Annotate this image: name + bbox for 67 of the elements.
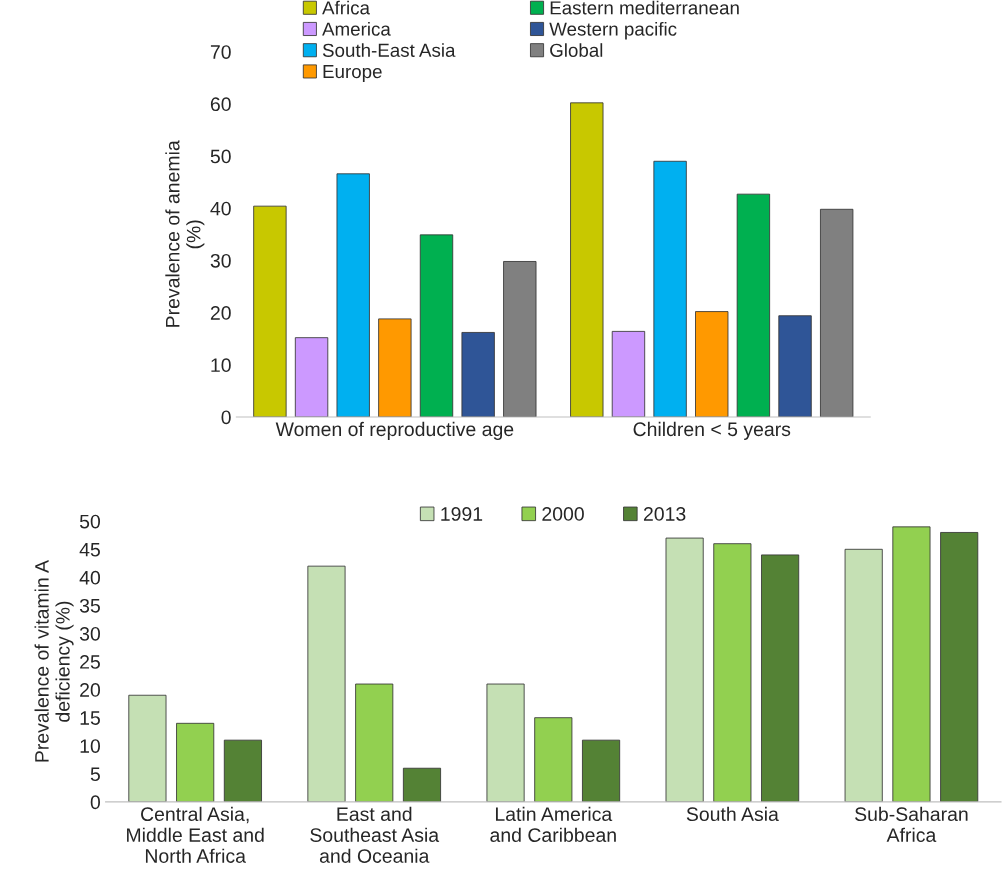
x-tick-label: East and Southeast Asia and Oceania <box>310 806 440 863</box>
y-tick-label: 0 <box>90 795 101 810</box>
y-tick-label: 35 <box>79 598 100 613</box>
y-tick-label: 60 <box>210 97 231 112</box>
legend-label: Western pacific <box>549 21 677 40</box>
y-tick-label: 45 <box>79 542 100 557</box>
legend-label: Africa <box>322 0 370 15</box>
bar <box>820 208 854 417</box>
legend-label: South-East Asia <box>322 43 456 57</box>
y-tick-label: 0 <box>221 410 231 425</box>
bar <box>355 683 394 802</box>
bar <box>419 234 454 417</box>
bar <box>570 102 604 417</box>
bar <box>611 330 646 417</box>
legend-label: Eastern mediterranean <box>550 0 739 15</box>
bar <box>892 526 931 802</box>
y-tick-label: 15 <box>80 711 100 725</box>
y-tick-label: 40 <box>210 201 231 216</box>
bar <box>307 565 346 802</box>
legend-label: 1991 <box>441 507 483 521</box>
bar <box>736 193 771 417</box>
bar <box>653 160 687 417</box>
y-tick-label: 40 <box>79 570 101 585</box>
y-tick-label: 50 <box>79 514 101 529</box>
y-tick-label: 30 <box>210 253 231 268</box>
bar <box>713 543 752 802</box>
bar <box>503 261 537 417</box>
y-tick-label: 20 <box>210 306 231 320</box>
bar <box>336 173 370 417</box>
bar <box>294 337 329 417</box>
bar <box>176 722 215 802</box>
legend-label: Global <box>550 43 603 57</box>
legend-label: America <box>322 21 391 36</box>
x-tick-label: South Asia <box>686 806 779 822</box>
legend-label: Europe <box>323 65 382 82</box>
bar <box>665 537 704 802</box>
bar <box>695 311 729 417</box>
bar <box>128 694 167 802</box>
y-tick-label: 25 <box>80 655 100 669</box>
y-tick-label: 10 <box>211 358 231 373</box>
y-tick-label: 5 <box>90 767 100 782</box>
bar <box>582 739 621 802</box>
bar <box>844 548 883 802</box>
y-axis-title: Prevalence of anemia (%) <box>165 140 205 327</box>
bar <box>940 532 979 802</box>
y-tick-label: 30 <box>79 626 101 641</box>
y-tick-label: 70 <box>210 45 231 59</box>
y-tick-label: 50 <box>210 149 231 164</box>
y-tick-label: 10 <box>80 739 101 753</box>
x-tick-label: Sub-Saharan Africa <box>855 806 968 842</box>
bar <box>761 554 800 802</box>
bar <box>253 205 287 417</box>
x-tick-label: Children < 5 years <box>633 421 791 440</box>
y-axis-title: Prevalence of vitamin A deficiency (%) <box>34 560 74 762</box>
x-tick-label: Women of reproductive age <box>275 421 514 440</box>
bar <box>486 683 525 802</box>
bar <box>378 318 412 417</box>
y-tick-label: 20 <box>80 683 101 697</box>
bar <box>778 315 812 417</box>
bar <box>461 332 495 417</box>
x-tick-label: Latin America and Caribbean <box>490 806 616 842</box>
bar <box>223 739 262 802</box>
bar <box>534 717 573 802</box>
legend-label: 2013 <box>643 507 686 521</box>
x-tick-label: Central Asia, Middle East and North Africa <box>127 806 264 863</box>
bar <box>402 767 442 802</box>
legend-label: 2000 <box>542 507 584 521</box>
